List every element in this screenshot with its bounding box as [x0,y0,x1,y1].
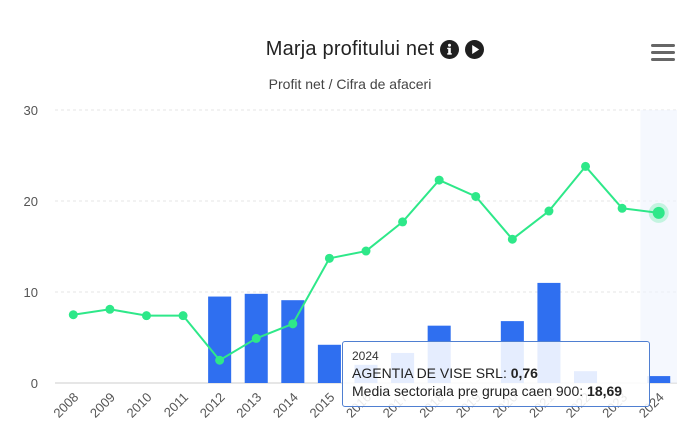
line-point [105,304,115,314]
line-point [398,217,408,227]
y-tick-label: 30 [24,103,38,118]
x-tick-label: 2011 [161,390,191,420]
bar [647,376,671,383]
line-point [471,191,481,201]
tooltip-line-sector: Media sectoriala pre grupa caen 900: 18,… [352,382,640,400]
chart-subtitle: Profit net / Cifra de afaceri [268,76,432,92]
line-point [361,246,371,256]
line-point [68,310,78,320]
x-tick-label: 2009 [87,390,118,421]
tooltip-sector-label: Media sectoriala pre grupa caen 900: [352,383,588,399]
tooltip-company-label: AGENTIA DE VISE SRL: [352,365,511,381]
bar [317,344,341,383]
highlight-band [640,110,677,383]
chart-title-row: Marja profitului net [0,38,700,61]
tooltip-date: 2024 [352,349,379,363]
line-point [324,253,334,263]
series-line [73,164,659,362]
line-point [544,206,554,216]
line-point [652,206,665,219]
line-point [617,203,627,213]
line-point [251,333,261,343]
chart-title: Marja profitului net [265,38,435,60]
tooltip-company-value: 0,76 [510,365,538,381]
y-tick-label: 0 [31,376,38,391]
line-point [288,319,298,329]
x-tick-label: 2014 [270,390,301,421]
bar [208,296,232,383]
info-icon[interactable] [440,40,460,59]
x-tick-label: 2010 [124,390,155,421]
bar [281,300,305,383]
chart-tooltip: 2024 AGENTIA DE VISE SRL: 0,76 Media sec… [342,341,650,407]
x-tick-label: 2013 [233,390,264,421]
line-point [178,311,188,321]
tooltip-sector-value: 18,69 [587,383,623,399]
line-point [141,311,151,321]
tooltip-line-company: AGENTIA DE VISE SRL: 0,76 [352,364,640,382]
line-point [581,161,591,171]
y-tick-label: 10 [24,285,38,300]
x-tick-label: 2008 [50,390,81,421]
play-icon[interactable] [465,40,485,59]
line-point [507,234,517,244]
hamburger-menu-icon[interactable] [651,44,675,64]
x-tick-label: 2012 [197,390,228,421]
line-point [215,355,225,365]
y-tick-label: 20 [24,194,38,209]
line-point [434,175,444,185]
x-tick-label: 2015 [306,390,337,421]
